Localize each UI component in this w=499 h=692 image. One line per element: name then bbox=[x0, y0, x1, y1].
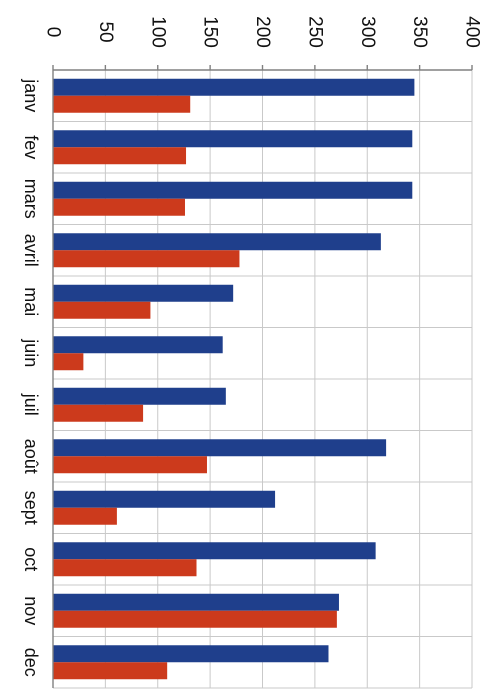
bar-series-red bbox=[53, 95, 191, 113]
value-tick-label: 400 bbox=[462, 16, 483, 48]
value-tick-label: 200 bbox=[252, 16, 273, 48]
bar-series-blue bbox=[53, 181, 413, 199]
bar-series-blue bbox=[53, 542, 376, 560]
bars bbox=[53, 78, 415, 680]
value-tick-label: 0 bbox=[43, 27, 64, 38]
category-label: sept bbox=[21, 491, 41, 525]
value-tick-label: 150 bbox=[200, 16, 221, 48]
bar-series-blue bbox=[53, 336, 223, 354]
category-label: août bbox=[21, 439, 41, 474]
bar-series-red bbox=[53, 610, 337, 628]
value-tick-labels: 0 50 100 150 200 250 300 350 400 bbox=[43, 16, 483, 48]
bar-series-blue bbox=[53, 387, 226, 405]
category-label: mai bbox=[21, 287, 41, 316]
category-label: avril bbox=[21, 234, 41, 267]
bar-series-red bbox=[53, 147, 187, 165]
value-tick-label: 250 bbox=[304, 16, 325, 48]
category-label: mars bbox=[21, 179, 41, 219]
bar-series-red bbox=[53, 662, 168, 680]
category-label: janv bbox=[21, 78, 41, 112]
bar-series-blue bbox=[53, 130, 413, 148]
gridlines bbox=[53, 69, 473, 689]
bar-series-red bbox=[53, 198, 185, 216]
bar-series-blue bbox=[53, 593, 339, 611]
value-tick-label: 100 bbox=[147, 16, 168, 48]
bar-series-blue bbox=[53, 490, 276, 508]
value-tick-label: 350 bbox=[409, 16, 430, 48]
bar-series-blue bbox=[53, 284, 234, 302]
bar-series-red bbox=[53, 250, 240, 268]
bar-series-blue bbox=[53, 645, 329, 663]
category-label: nov bbox=[21, 596, 41, 625]
bar-series-red bbox=[53, 456, 207, 474]
category-label: dec bbox=[21, 648, 41, 677]
category-label: juil bbox=[21, 393, 41, 416]
bar-series-blue bbox=[53, 439, 387, 457]
category-labels: janv fev mars avril mai juin juil août sept oct no… bbox=[21, 78, 41, 677]
bar-series-red bbox=[53, 353, 84, 371]
value-tick-label: 300 bbox=[357, 16, 378, 48]
value-tick-label: 50 bbox=[95, 21, 116, 42]
category-label: juin bbox=[21, 338, 41, 367]
bar-series-red bbox=[53, 507, 117, 525]
bar-series-red bbox=[53, 404, 144, 422]
category-label: oct bbox=[21, 547, 41, 571]
bar-series-red bbox=[53, 559, 197, 577]
axes bbox=[52, 65, 473, 688]
bar-series-red bbox=[53, 301, 151, 319]
category-label: fev bbox=[21, 135, 41, 159]
bar-series-blue bbox=[53, 233, 381, 251]
bar-series-blue bbox=[53, 78, 415, 96]
